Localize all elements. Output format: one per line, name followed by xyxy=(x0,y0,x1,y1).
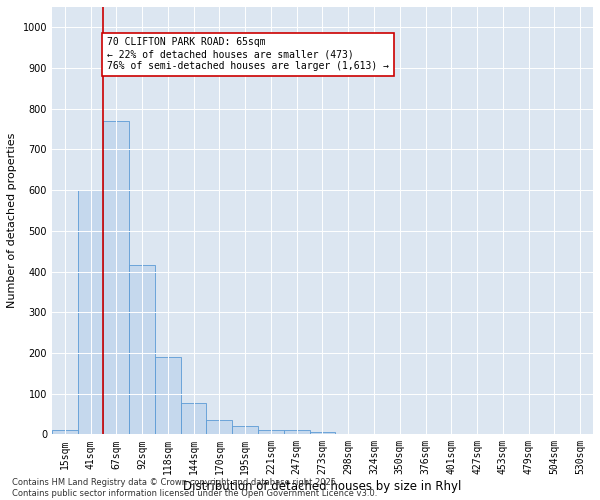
Bar xyxy=(103,121,129,434)
Y-axis label: Number of detached properties: Number of detached properties xyxy=(7,133,17,308)
Bar xyxy=(181,402,206,434)
Bar xyxy=(232,426,258,434)
Text: 70 CLIFTON PARK ROAD: 65sqm
← 22% of detached houses are smaller (473)
76% of se: 70 CLIFTON PARK ROAD: 65sqm ← 22% of det… xyxy=(107,38,389,70)
Bar xyxy=(310,432,335,434)
Bar xyxy=(77,190,103,434)
Text: Contains HM Land Registry data © Crown copyright and database right 2025.
Contai: Contains HM Land Registry data © Crown c… xyxy=(12,478,377,498)
X-axis label: Distribution of detached houses by size in Rhyl: Distribution of detached houses by size … xyxy=(183,480,461,493)
Bar xyxy=(155,357,181,434)
Bar xyxy=(129,266,155,434)
Bar xyxy=(206,420,232,434)
Bar xyxy=(284,430,310,434)
Bar xyxy=(52,430,77,434)
Bar xyxy=(258,430,284,434)
